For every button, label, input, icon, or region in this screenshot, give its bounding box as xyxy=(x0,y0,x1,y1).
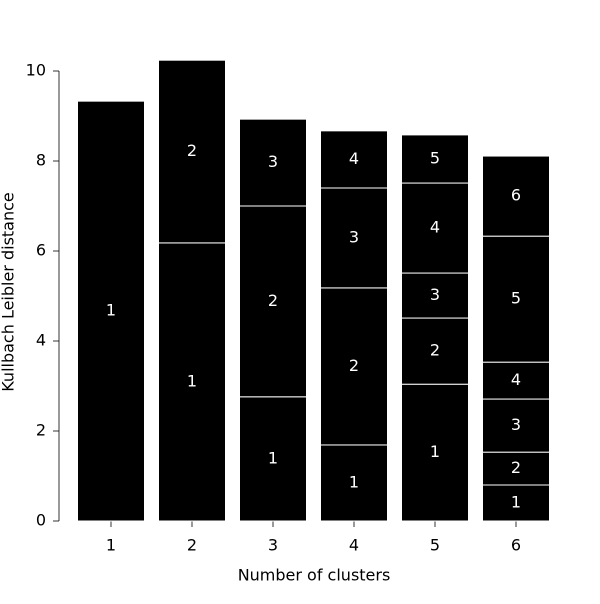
segment-label: 1 xyxy=(430,442,440,461)
segment-label: 5 xyxy=(511,289,521,308)
bar-segment xyxy=(239,118,307,207)
segment-label: 1 xyxy=(349,472,359,491)
bar-segment xyxy=(482,235,550,363)
bar-segment xyxy=(401,272,469,319)
segment-label: 4 xyxy=(349,149,359,168)
x-tick-label: 6 xyxy=(511,536,521,555)
bar-segment xyxy=(401,182,469,274)
segment-label: 1 xyxy=(106,301,116,320)
segment-label: 2 xyxy=(187,141,197,160)
segment-label: 2 xyxy=(511,458,521,477)
bar-segment xyxy=(401,134,469,184)
bar-segment xyxy=(320,287,388,446)
segment-label: 3 xyxy=(268,152,278,171)
y-axis-label: Kullbach Leibler distance xyxy=(0,192,18,392)
bar-segment xyxy=(401,383,469,522)
y-tick-label: 4 xyxy=(36,331,46,350)
segment-label: 1 xyxy=(511,493,521,512)
x-tick-label: 3 xyxy=(268,536,278,555)
x-tick-label: 2 xyxy=(187,536,197,555)
y-tick-label: 10 xyxy=(26,61,46,80)
segment-label: 2 xyxy=(430,341,440,360)
segment-label: 3 xyxy=(511,415,521,434)
segment-label: 4 xyxy=(430,218,440,237)
y-tick-label: 8 xyxy=(36,151,46,170)
x-tick-label: 4 xyxy=(349,536,359,555)
bar-segment xyxy=(482,451,550,486)
x-tick-label: 1 xyxy=(106,536,116,555)
bar-segment xyxy=(77,100,145,522)
y-tick-label: 6 xyxy=(36,241,46,260)
segment-label: 1 xyxy=(187,371,197,390)
bar-segment xyxy=(158,59,226,244)
x-tick-label: 5 xyxy=(430,536,440,555)
segment-label: 3 xyxy=(349,227,359,246)
segment-label: 5 xyxy=(430,148,440,167)
bar-segment xyxy=(320,187,388,289)
y-tick-label: 0 xyxy=(36,511,46,530)
segment-label: 6 xyxy=(511,186,521,205)
bar-segment xyxy=(239,205,307,398)
bar-segment xyxy=(482,398,550,453)
bar-segment xyxy=(482,484,550,522)
bar-segment xyxy=(482,155,550,237)
segment-label: 3 xyxy=(430,285,440,304)
segment-label: 4 xyxy=(511,370,521,389)
segment-label: 2 xyxy=(268,291,278,310)
bar-segment xyxy=(401,317,469,385)
segment-label: 2 xyxy=(349,356,359,375)
x-axis-label: Number of clusters xyxy=(238,566,391,585)
y-tick-label: 2 xyxy=(36,421,46,440)
bar-segment xyxy=(158,242,226,522)
segment-label: 1 xyxy=(268,448,278,467)
bar-segment xyxy=(320,130,388,189)
bar-segment xyxy=(239,396,307,522)
